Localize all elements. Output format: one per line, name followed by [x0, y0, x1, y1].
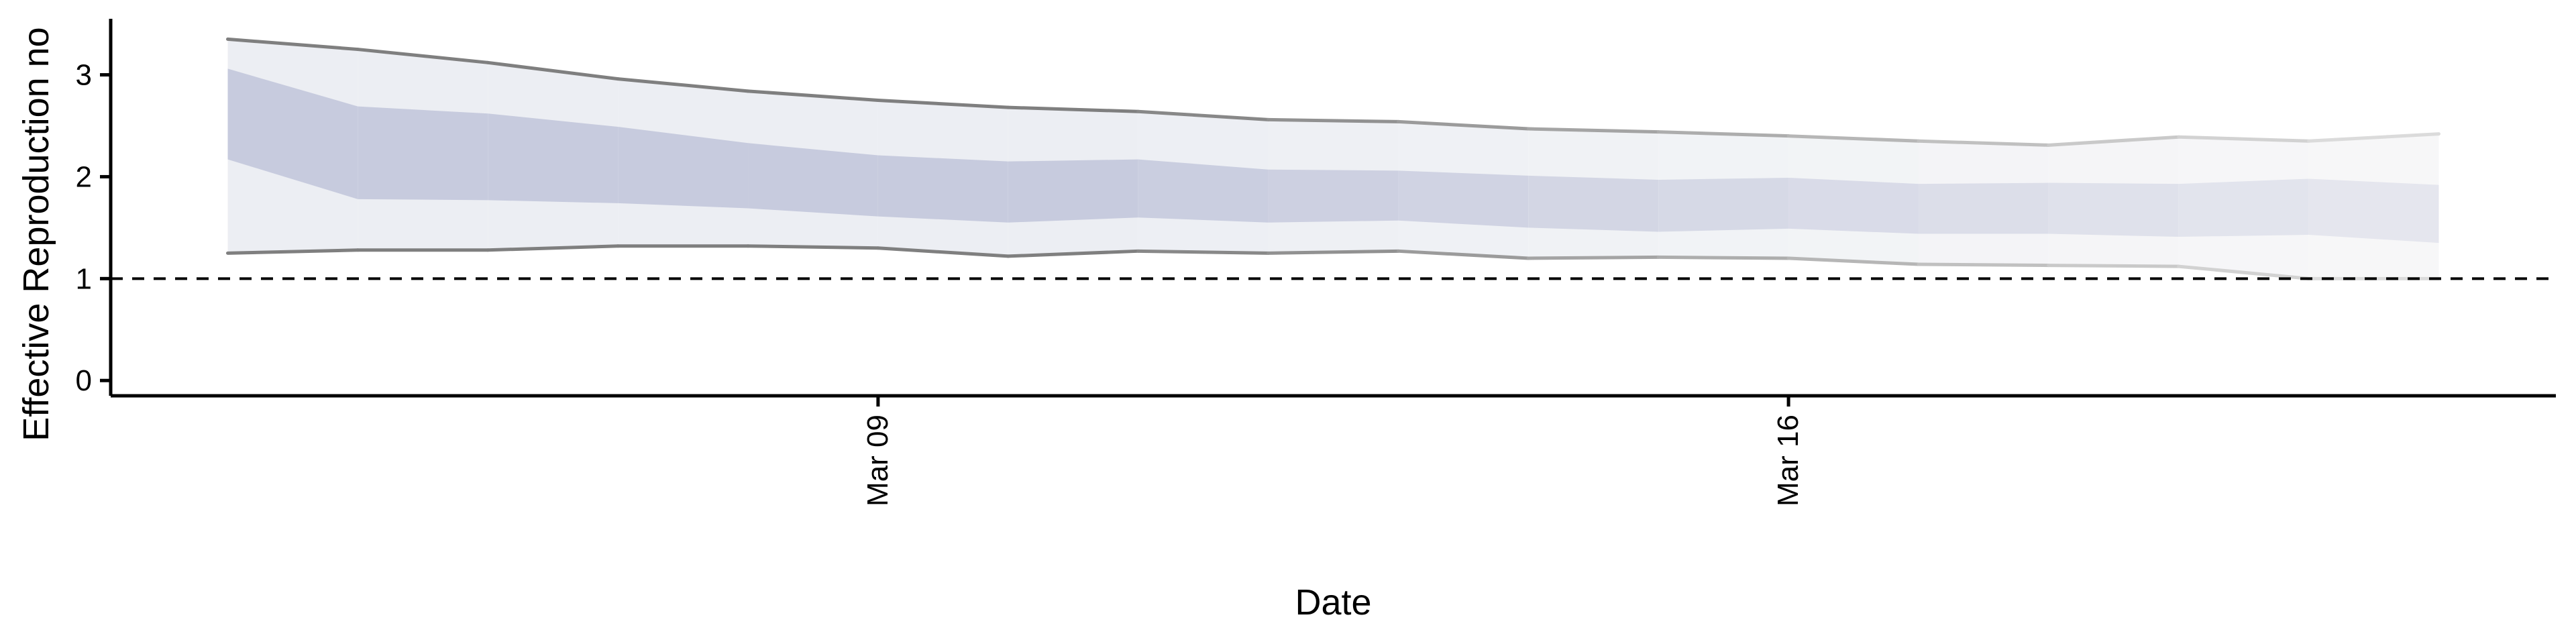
outer-upper-line-segment-5: [746, 89, 880, 103]
outer-lower-line-segment-7: [1006, 249, 1140, 258]
inner-band-segment-3: [488, 113, 619, 203]
inner-band-segment-17: [2308, 178, 2439, 244]
inner-band-segment-5: [748, 143, 878, 217]
outer-upper-line-segment-10: [1396, 119, 1530, 131]
inner-band-segment-4: [618, 127, 749, 209]
outer-lower-line-segment-8: [1136, 249, 1271, 255]
outer-upper-line-segment-1: [225, 37, 360, 52]
x-tick-label-9: Mar 09: [861, 415, 894, 506]
outer-upper-line-segment-12: [1656, 130, 1790, 138]
outer-lower-line-segment-15: [2047, 264, 2181, 268]
inner-band-segment-9: [1268, 169, 1399, 223]
outer-upper-line-segment-11: [1526, 127, 1660, 134]
outer-lower-line-segment-14: [1917, 262, 2051, 268]
outer-upper-line-segment-2: [356, 48, 490, 64]
outer-upper-line-segment-13: [1786, 134, 1921, 143]
y-tick-label-0: 0: [76, 364, 92, 397]
y-tick-label-2: 2: [76, 160, 92, 193]
inner-band-segment-10: [1398, 170, 1529, 228]
outer-lower-line-segment-3: [486, 244, 620, 252]
inner-band-segment-2: [358, 106, 488, 201]
outer-lower-line-segment-10: [1396, 249, 1530, 260]
outer-upper-line-segment-15: [2047, 135, 2181, 147]
inner-band-segment-13: [1788, 177, 1919, 234]
inner-band-segment-6: [877, 155, 1008, 223]
x-axis-title: Date: [1295, 582, 1371, 623]
y-tick-label-1: 1: [76, 262, 92, 295]
inner-band-segment-11: [1528, 175, 1659, 232]
outer-upper-line-segment-8: [1136, 109, 1271, 121]
x-tick-label-16: Mar 16: [1772, 415, 1805, 506]
x-axis-ticks: Mar 09 Mar 16: [861, 396, 1805, 506]
inner-band-segment-16: [2178, 178, 2309, 237]
outer-upper-line-segment-14: [1917, 139, 2051, 147]
outer-lower-line-segment-6: [876, 246, 1010, 258]
y-tick-label-3: 3: [76, 59, 92, 92]
outer-upper-line-segment-9: [1267, 117, 1400, 123]
outer-upper-line-segment-17: [2307, 132, 2441, 143]
outer-lower-line-segment-16: [2177, 264, 2311, 280]
band-outlines: [225, 37, 2441, 280]
outer-upper-line-segment-3: [486, 60, 620, 81]
inner-band-segment-8: [1138, 159, 1269, 223]
inner-band-segment-15: [2048, 182, 2179, 237]
band-segments: [227, 39, 2439, 279]
outer-lower-line-segment-9: [1267, 249, 1400, 255]
y-axis-title: Effective Reproduction no: [16, 27, 56, 441]
inner-band-segment-14: [1918, 182, 2049, 234]
outer-upper-line-segment-6: [876, 99, 1010, 109]
outer-upper-line-segment-4: [616, 77, 750, 93]
outer-lower-line-segment-1: [225, 248, 360, 255]
outer-lower-line-segment-13: [1786, 256, 1921, 266]
outer-upper-line-segment-7: [1006, 105, 1140, 113]
outer-lower-line-segment-12: [1656, 255, 1790, 260]
outer-upper-line-segment-16: [2177, 135, 2311, 143]
y-axis-ticks: 0 1 2 3: [76, 59, 111, 397]
inner-band-segment-12: [1658, 177, 1789, 232]
outer-lower-line-segment-5: [746, 244, 880, 250]
inner-band-segment-1: [227, 68, 358, 199]
outer-lower-line-segment-11: [1526, 255, 1660, 260]
inner-band-segment-7: [1008, 159, 1138, 223]
